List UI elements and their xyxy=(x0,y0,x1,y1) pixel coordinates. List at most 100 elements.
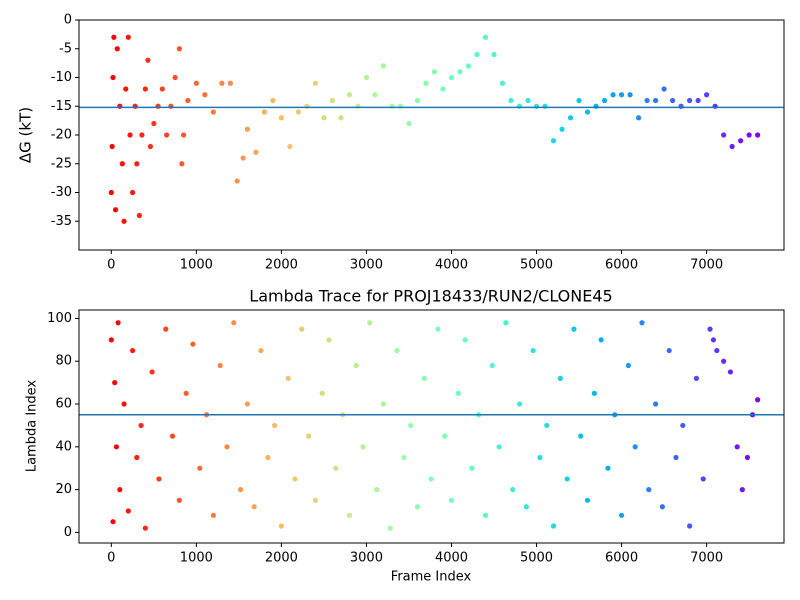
x-tick-label: 0 xyxy=(107,258,115,273)
data-point xyxy=(125,508,131,514)
y-tick-label: 100 xyxy=(47,311,72,326)
data-point xyxy=(312,80,319,86)
y-tick-label: 60 xyxy=(55,397,72,412)
data-point xyxy=(423,80,429,86)
x-tick-label: 1000 xyxy=(180,551,213,566)
data-point xyxy=(287,143,293,150)
data-point xyxy=(739,487,745,493)
data-point xyxy=(693,375,700,381)
x-tick-label: 1000 xyxy=(180,258,213,273)
data-point xyxy=(326,337,332,343)
data-point xyxy=(627,92,633,98)
data-point xyxy=(727,369,734,375)
y-tick-label: -25 xyxy=(51,156,72,171)
x-tick-label: 2000 xyxy=(265,551,298,566)
data-point xyxy=(525,97,531,104)
data-point xyxy=(142,86,148,92)
data-point xyxy=(353,362,359,369)
y-tick-label: -5 xyxy=(59,41,72,56)
data-point xyxy=(319,390,325,396)
data-point xyxy=(387,525,393,531)
data-point xyxy=(163,132,170,138)
data-point xyxy=(271,422,278,429)
data-point xyxy=(190,341,196,347)
data-point xyxy=(244,401,250,407)
data-point xyxy=(729,143,735,150)
data-point xyxy=(111,34,117,40)
x-tick-label: 7000 xyxy=(690,551,723,566)
data-point xyxy=(123,86,129,92)
data-point xyxy=(605,465,611,471)
data-point xyxy=(121,218,127,224)
y-axis-label: Lambda Index xyxy=(25,380,40,473)
data-point xyxy=(687,523,693,529)
data-point xyxy=(537,454,543,461)
data-point xyxy=(193,80,199,86)
data-point xyxy=(285,375,291,381)
data-point xyxy=(121,401,127,407)
data-point xyxy=(176,46,182,52)
x-tick-label: 6000 xyxy=(605,551,638,566)
x-tick-label: 5000 xyxy=(520,551,553,566)
data-point xyxy=(442,433,448,439)
data-point xyxy=(129,189,136,196)
data-point xyxy=(374,487,380,493)
data-point xyxy=(265,454,271,461)
x-tick-label: 5000 xyxy=(520,258,553,273)
y-tick-label: 80 xyxy=(55,354,72,369)
data-point xyxy=(278,523,285,529)
data-point xyxy=(659,504,665,510)
data-point xyxy=(550,138,557,144)
data-point xyxy=(219,80,225,86)
data-point xyxy=(346,512,353,518)
data-point xyxy=(127,132,133,138)
data-point xyxy=(469,465,475,471)
data-point xyxy=(108,189,114,196)
data-point xyxy=(346,92,353,98)
y-tick-label: 0 xyxy=(64,525,72,540)
data-point xyxy=(618,512,625,518)
y-tick-label: -30 xyxy=(51,185,72,200)
data-point xyxy=(224,444,230,450)
y-tick-label: -35 xyxy=(51,214,72,229)
data-point xyxy=(112,380,118,386)
data-point xyxy=(687,97,693,104)
data-point xyxy=(510,487,516,493)
data-point xyxy=(559,126,565,132)
data-point xyxy=(197,465,203,471)
data-point xyxy=(448,74,455,81)
data-point xyxy=(421,375,427,381)
data-point xyxy=(571,326,577,332)
data-point xyxy=(625,362,631,369)
data-point xyxy=(714,347,720,354)
data-point xyxy=(661,86,667,92)
y-tick-label: -10 xyxy=(51,70,72,85)
data-point xyxy=(251,504,257,510)
data-point xyxy=(114,46,120,52)
data-point xyxy=(462,337,468,343)
data-point xyxy=(431,69,438,75)
data-point xyxy=(142,525,148,531)
data-point xyxy=(601,97,608,104)
data-point xyxy=(202,92,208,98)
data-point xyxy=(367,320,373,326)
data-point xyxy=(299,326,305,332)
y-tick-label: -15 xyxy=(51,99,72,114)
data-point xyxy=(176,497,182,503)
data-point xyxy=(632,444,638,450)
data-point xyxy=(172,74,178,81)
axes-frame xyxy=(78,309,785,544)
data-point xyxy=(149,369,155,375)
data-point xyxy=(134,454,140,461)
data-point xyxy=(394,347,400,354)
x-tick-label: 7000 xyxy=(690,258,723,273)
data-point xyxy=(435,326,441,332)
data-point xyxy=(508,97,514,104)
data-point xyxy=(610,92,616,98)
data-point xyxy=(755,397,761,403)
data-point xyxy=(231,320,237,326)
data-point xyxy=(530,347,536,354)
chart-title: Lambda Trace for PROJ18433/RUN2/CLONE45 xyxy=(249,287,612,306)
data-point xyxy=(448,497,455,503)
